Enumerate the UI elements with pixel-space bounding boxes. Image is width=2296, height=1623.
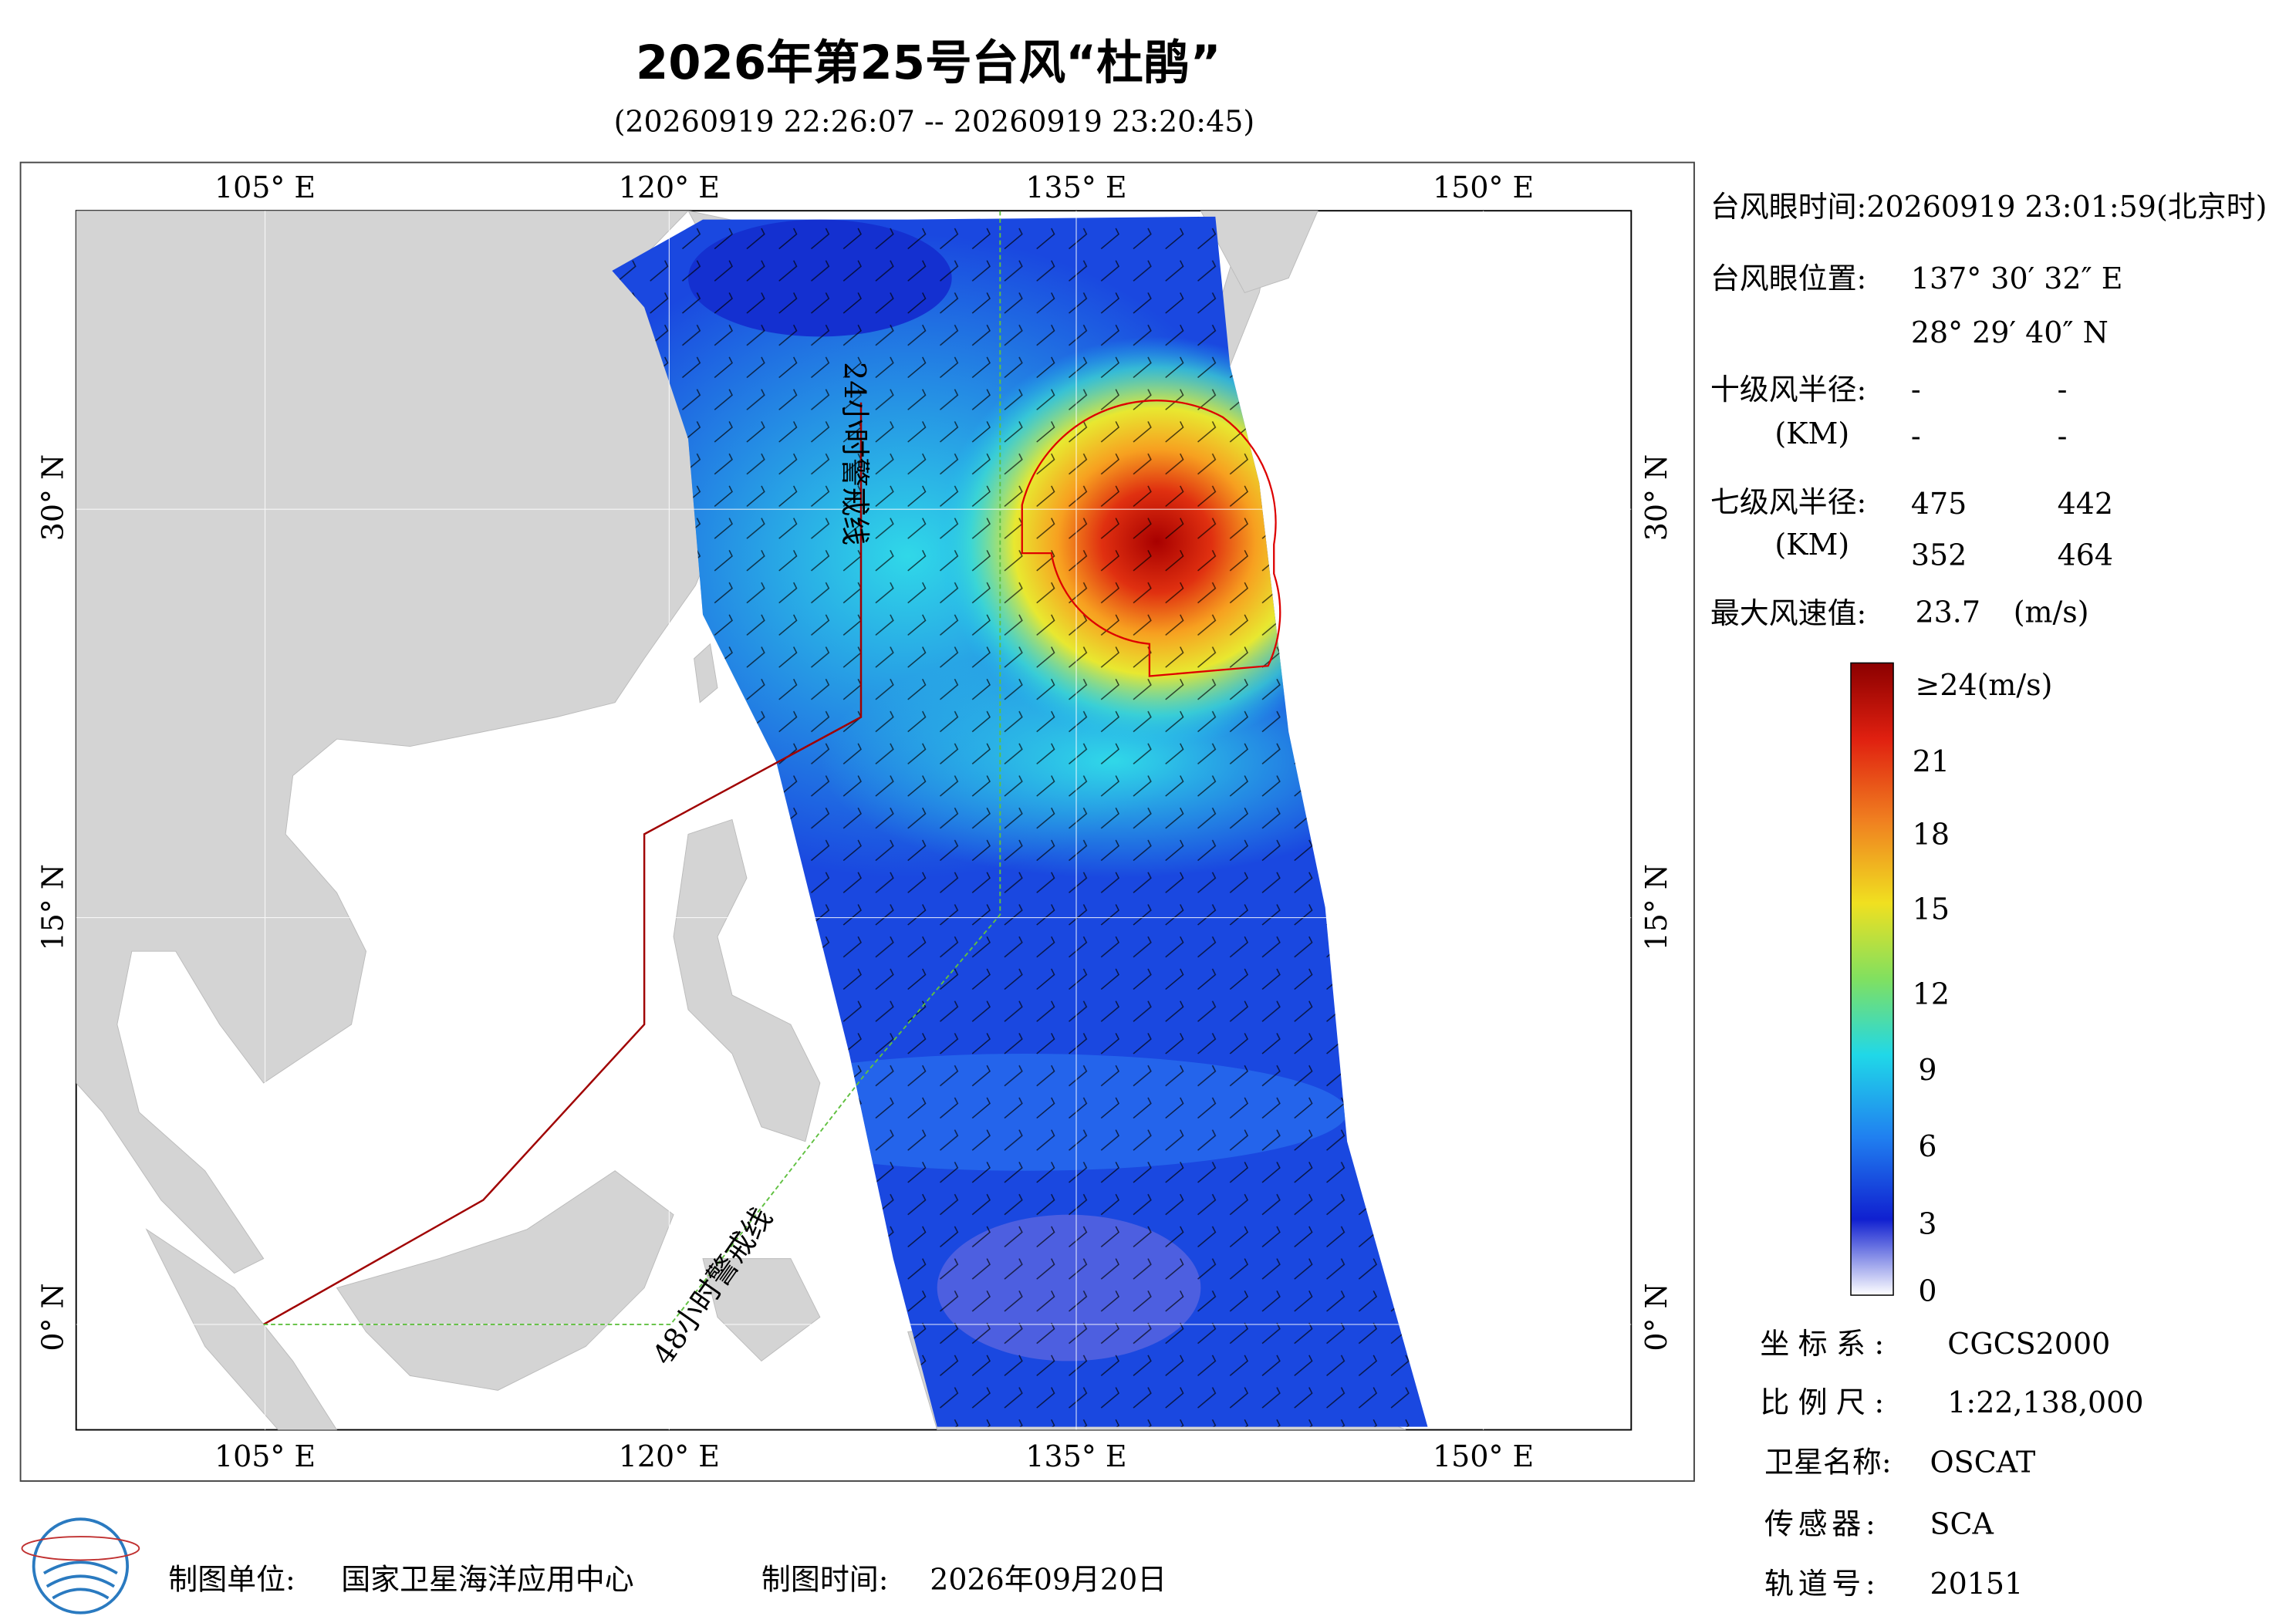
colorbar-label: 15: [1913, 892, 1950, 926]
date: 2026年09月20日: [930, 1562, 1167, 1596]
graticule: [76, 211, 1632, 1430]
top-label: 120° E: [619, 170, 720, 204]
colorbar-label: 0: [1918, 1274, 1936, 1308]
r7-label: 七级风半径:: [1710, 485, 1867, 519]
colorbar-label: 9: [1918, 1053, 1936, 1087]
logo: [21, 1517, 140, 1615]
eye-position-label: 台风眼位置:: [1710, 262, 1867, 295]
footer-info: 坐标系: CGCS2000 比例尺: 1:22,138,000 卫星名称: OS…: [168, 1327, 2143, 1601]
title: 2026年第25号台风“杜鹃”: [636, 36, 1221, 90]
annotation-24h: 24小时警戒线: [838, 362, 872, 545]
coord: CGCS2000: [1947, 1327, 2110, 1361]
sensor: SCA: [1930, 1507, 1994, 1540]
orbit-label: 轨道号:: [1764, 1567, 1879, 1601]
colorbar: [1850, 662, 1894, 1296]
colorbar-labels: ≥24(m/s) 21 18 15 12 9 6 3 0: [1913, 668, 2053, 1308]
maker: 国家卫星海洋应用中心: [341, 1562, 633, 1596]
r10-unit: (KM): [1774, 417, 1849, 450]
r10-label: 十级风半径:: [1710, 373, 1867, 407]
max-wind: 23.7: [1916, 595, 1981, 629]
r7-value: 475: [1911, 487, 1967, 521]
info-panel: 台风眼时间:20260919 23:01:59(北京时) 台风眼位置: 137°…: [1710, 190, 2267, 630]
orbit: 20151: [1930, 1567, 2024, 1601]
r10-value: -: [2058, 420, 2068, 454]
map-frame: [19, 161, 1695, 1482]
scale-label: 比例尺:: [1760, 1385, 1893, 1419]
max-wind-unit: (m/s): [2014, 595, 2089, 629]
colorbar-label: 21: [1913, 744, 1950, 778]
r7-value: 464: [2058, 538, 2113, 572]
satellite-label: 卫星名称:: [1764, 1446, 1892, 1480]
satellite: OSCAT: [1930, 1446, 2036, 1480]
r7-value: 442: [2058, 487, 2113, 521]
colorbar-label: 18: [1913, 818, 1950, 852]
right-label: 15° N: [1639, 864, 1673, 950]
bottom-label: 150° E: [1433, 1439, 1534, 1473]
eye-lon: 137° 30′ 32″ E: [1911, 262, 2123, 295]
r7-value: 352: [1911, 538, 1967, 572]
r7-unit: (KM): [1774, 528, 1849, 562]
r10-value: -: [2058, 373, 2068, 407]
r10-value: -: [1911, 420, 1921, 454]
axis-labels: 105° E 120° E 135° E 150° E 105° E 120° …: [36, 170, 1673, 1473]
sensor-label: 传感器:: [1764, 1507, 1879, 1540]
bottom-label: 120° E: [619, 1439, 720, 1473]
left-label: 15° N: [36, 864, 70, 950]
scale: 1:22,138,000: [1947, 1385, 2143, 1419]
colorbar-label: ≥24(m/s): [1916, 668, 2053, 702]
top-label: 150° E: [1433, 170, 1534, 204]
top-label: 105° E: [214, 170, 316, 204]
right-label: 30° N: [1639, 454, 1673, 541]
date-label: 制图时间:: [761, 1562, 889, 1596]
eye-lat: 28° 29′ 40″ N: [1911, 315, 2109, 349]
colorbar-label: 6: [1918, 1129, 1936, 1163]
colorbar-label: 3: [1918, 1206, 1936, 1240]
top-label: 135° E: [1025, 170, 1126, 204]
left-label: 0° N: [36, 1283, 70, 1351]
eye-time: 台风眼时间:20260919 23:01:59(北京时): [1710, 190, 2267, 224]
max-wind-label: 最大风速值:: [1710, 596, 1867, 630]
r10-value: -: [1911, 373, 1921, 407]
bottom-label: 135° E: [1025, 1439, 1126, 1473]
colorbar-label: 12: [1913, 977, 1950, 1011]
maker-label: 制图单位:: [168, 1562, 295, 1596]
left-label: 30° N: [36, 454, 70, 541]
right-label: 0° N: [1639, 1283, 1673, 1351]
bottom-label: 105° E: [214, 1439, 316, 1473]
coord-label: 坐标系:: [1760, 1327, 1893, 1361]
warning-line-24h: [263, 402, 863, 1326]
wind-radius: [1021, 400, 1281, 677]
warning-line-48h: [263, 211, 1001, 1325]
subtitle: (20260919 22:26:07 -- 20260919 23:20:45): [614, 105, 1255, 139]
